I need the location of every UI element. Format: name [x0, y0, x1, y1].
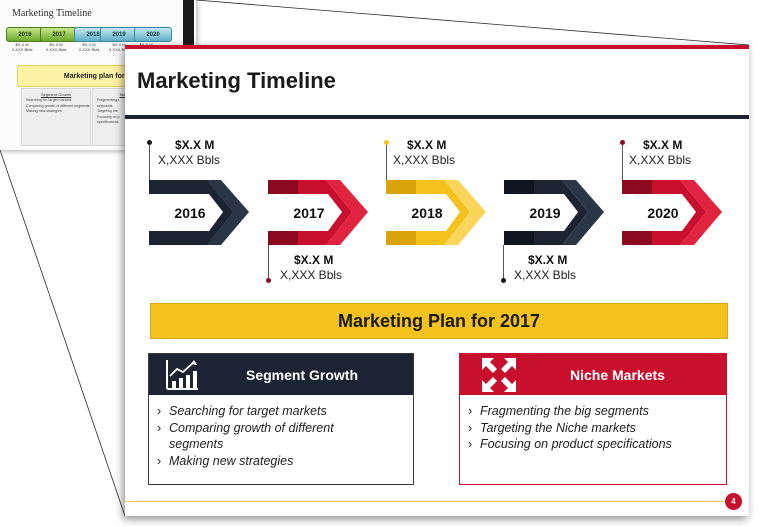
year-arrow-2020: 2020 [622, 180, 722, 245]
slide-top-bar [125, 45, 749, 49]
year-label: 2019 [529, 204, 561, 221]
card-title: Segment Growth [246, 366, 359, 383]
card-title: Niche Markets [570, 366, 665, 383]
thumbnail-value: $X.X M X,XXX Bbls [78, 42, 100, 52]
plan-banner: Marketing Plan for 2017 [150, 303, 728, 339]
main-slide: Marketing Timeline $X.X M X,XXX Bbls 201… [125, 45, 749, 516]
timeline-volume: X,XXX Bbls [393, 153, 456, 167]
chevron-arrow-icon [149, 180, 249, 245]
list-item: Targeting the Niche markets [468, 420, 672, 437]
timeline-dot [384, 140, 389, 145]
card-list: Fragmenting the big segments Targeting t… [468, 403, 672, 453]
timeline-amount: $X.X M [175, 138, 215, 152]
slide-title: Marketing Timeline [137, 68, 336, 93]
thumbnail-year: 2017 [40, 27, 78, 42]
chevron-arrow-icon [504, 180, 604, 245]
list-item: Fragmenting the big segments [468, 403, 672, 420]
thumbnail-year: 2020 [134, 27, 172, 42]
timeline-connector [622, 142, 623, 180]
timeline-volume: X,XXX Bbls [629, 153, 692, 167]
thumbnail-value: $X.X M [128, 42, 164, 47]
card-list: Searching for target markets Comparing g… [157, 403, 369, 469]
page-number-badge: 4 [725, 493, 742, 510]
thumbnail-value: $X.X M X,XXX Bbls [11, 42, 33, 52]
timeline-amount: $X.X M [643, 138, 683, 152]
timeline-volume: X,XXX Bbls [514, 268, 577, 282]
year-label: 2020 [647, 204, 679, 221]
chevron-arrow-icon [386, 180, 486, 245]
card-header: Niche Markets [460, 354, 726, 395]
footer-rule [125, 501, 725, 502]
thumbnail-value: $X.X M X,XXX Bbls [45, 42, 67, 52]
thumbnail-box-segment: Segment Growth Searching for target mark… [21, 88, 91, 146]
timeline-connector [503, 245, 504, 280]
timeline-dot [620, 140, 625, 145]
niche-markets-card: Niche Markets Fragmenting the big segmen… [459, 353, 727, 485]
year-label: 2017 [293, 204, 325, 221]
timeline-dot [501, 278, 506, 283]
dark-edge-bar [183, 0, 194, 60]
segment-growth-card: Segment Growth Searching for target mark… [148, 353, 414, 485]
year-arrow-2016: 2016 [149, 180, 249, 245]
list-item: Making new strategies [157, 453, 369, 470]
year-arrow-2019: 2019 [504, 180, 604, 245]
thumbnail-value: $X.X M X,XXX Bbls [108, 42, 130, 52]
year-label: 2016 [174, 204, 206, 221]
timeline-amount: $X.X M [294, 253, 334, 267]
growth-chart-icon [166, 360, 198, 390]
list-item: Focusing on product specifications [468, 436, 672, 453]
timeline-volume: X,XXX Bbls [158, 153, 221, 167]
timeline-connector [386, 142, 387, 180]
year-label: 2018 [411, 204, 443, 221]
expand-arrows-icon [482, 358, 516, 392]
timeline-connector [149, 142, 150, 180]
timeline-connector [268, 245, 269, 280]
timeline-dot [266, 278, 271, 283]
list-item: Searching for target markets [157, 403, 369, 420]
timeline-amount: $X.X M [407, 138, 447, 152]
chevron-arrow-icon [622, 180, 722, 245]
year-arrow-2018: 2018 [386, 180, 486, 245]
card-header: Segment Growth [149, 354, 413, 395]
year-arrow-2017: 2017 [268, 180, 368, 245]
list-item: Comparing growth of different segments [157, 420, 369, 453]
timeline-volume: X,XXX Bbls [280, 268, 343, 282]
thumbnail-title: Marketing Timeline [12, 8, 92, 19]
timeline-dot [147, 140, 152, 145]
chevron-arrow-icon [268, 180, 368, 245]
timeline-amount: $X.X M [528, 253, 568, 267]
title-rule [125, 115, 749, 119]
